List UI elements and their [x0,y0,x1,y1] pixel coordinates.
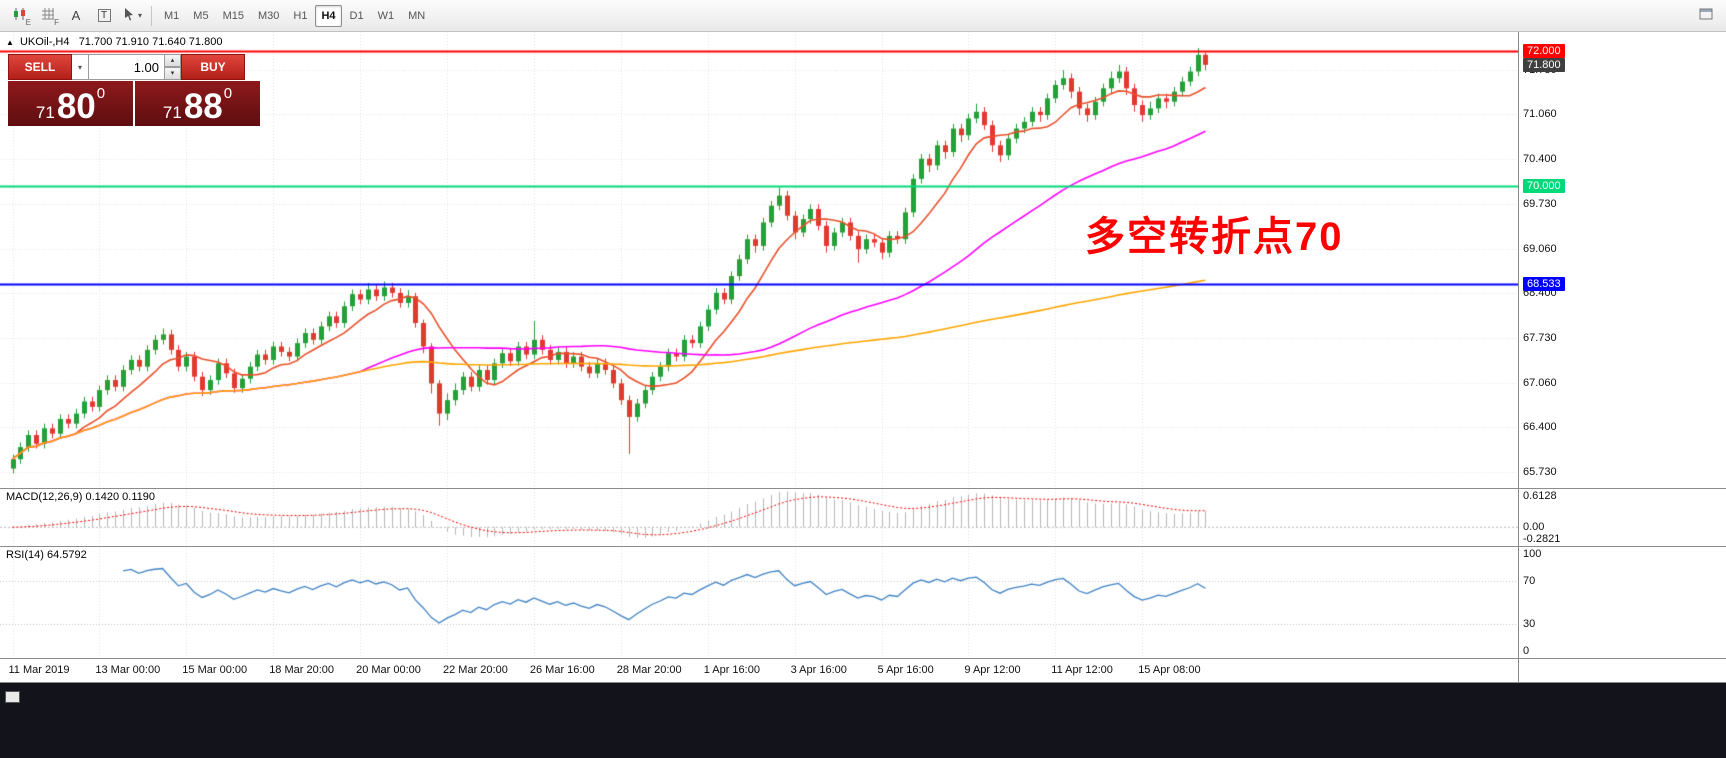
time-label: 3 Apr 16:00 [790,664,847,676]
scale-label: 30 [1523,617,1536,630]
buy-button[interactable]: BUY [181,54,245,80]
time-label: 11 Apr 12:00 [1051,664,1113,676]
grid-sub-label: F [54,17,59,27]
timeframe-w1[interactable]: W1 [377,9,395,22]
time-label: 9 Apr 12:00 [964,664,1021,676]
time-label: 5 Apr 16:00 [877,664,934,676]
timeframe-m30[interactable]: M30 [257,9,280,22]
scale-label: 0.00 [1523,521,1545,534]
volume-stepper: ▴ ▾ [165,54,181,80]
scale-label: -0.2821 [1523,533,1561,545]
timeframe-h4[interactable]: H4 [315,4,342,27]
scale-label: 69.730 [1523,197,1557,210]
cursor-tool-button[interactable]: ▾ [119,4,145,28]
time-label: 11 Mar 2019 [8,664,70,676]
window-layout-icon [1698,6,1714,25]
scale-label: 66.400 [1523,420,1557,433]
scale-label: 70 [1523,575,1536,588]
price-marker-72.000: 72.000 [1523,44,1565,59]
chart-annotation-text[interactable]: 多空转折点70 [1085,215,1344,259]
toolbar-right-group [1692,4,1720,28]
time-label: 22 Mar 20:00 [443,664,508,676]
toolbar-separator [151,5,152,26]
timeframe-m5[interactable]: M5 [193,9,209,22]
text-a-icon: A [71,8,81,23]
scale-label: 69.060 [1523,242,1557,255]
ohlc-values-label: 71.700 71.910 71.640 71.800 [78,36,223,48]
trade-prices-row: 71 80 0 71 88 0 [8,81,260,126]
time-label: 15 Mar 00:00 [182,664,248,676]
rsi-indicator-canvas[interactable] [0,547,1518,658]
timeframe-h1[interactable]: H1 [293,9,308,22]
collapse-icon[interactable]: ▲ [6,38,14,47]
insert-text-button[interactable]: A [63,4,89,28]
chart-title: ▲ UKOil-,H4 71.700 71.910 71.640 71.800 [6,36,222,48]
price-marker-71.800: 71.800 [1523,57,1565,72]
window-layout-button[interactable] [1693,4,1719,28]
pane-separator[interactable] [0,546,1726,547]
toolbar: E F A T ▾ M1 M5 M15 M30 H1 H4 D1 W1 MN [0,0,1726,32]
time-label: 26 Mar 16:00 [529,664,595,676]
scale-label: 67.060 [1523,376,1557,389]
chevron-down-icon: ▾ [137,11,142,20]
scale-label: 65.730 [1523,465,1557,478]
chart-style-button[interactable]: E [7,4,33,28]
price-marker-68.533: 68.533 [1523,276,1565,291]
pane-separator [0,682,1726,683]
candlestick-chart-icon [12,6,28,25]
macd-indicator-canvas[interactable] [0,489,1518,546]
pane-separator[interactable] [0,488,1726,489]
text-t-icon: T [97,9,111,22]
trade-controls-row: SELL ▾ ▴ ▾ BUY [8,54,260,80]
volume-decrease-button[interactable]: ▾ [165,67,181,80]
cursor-icon [122,7,136,24]
timeframe-group: M1 M5 M15 M30 H1 H4 D1 W1 MN [157,4,432,27]
sell-price-display[interactable]: 71 80 0 [8,81,133,126]
chevron-down-icon: ▾ [77,62,82,72]
timeframe-m15[interactable]: M15 [222,9,244,22]
sell-button[interactable]: SELL [8,54,72,80]
time-label: 18 Mar 20:00 [269,664,335,676]
scale-label: 70.400 [1523,152,1557,165]
time-label: 13 Mar 00:00 [95,664,161,676]
chart-style-sub-label: E [25,17,31,27]
time-label: 1 Apr 16:00 [703,664,760,676]
scale-label: 67.730 [1523,331,1557,344]
price-scale[interactable]: 71.73071.06070.40069.73069.06068.40067.7… [1518,32,1726,682]
bottom-bar-icon[interactable] [5,691,20,703]
scale-label: 0 [1523,645,1530,657]
timeframe-mn[interactable]: MN [408,9,426,22]
grid-button[interactable]: F [35,4,61,28]
price-marker-70.000: 70.000 [1523,178,1565,193]
timeframe-m1[interactable]: M1 [164,9,180,22]
time-label: 20 Mar 00:00 [356,664,421,676]
grid-icon [40,6,56,25]
time-label: 28 Mar 20:00 [616,664,682,676]
symbol-period-label: UKOil-,H4 [19,36,70,48]
volume-input[interactable] [89,54,165,80]
rsi-label: RSI(14) 64.5792 [6,549,87,561]
time-axis[interactable]: 11 Mar 2019 13 Mar 00:00 15 Mar 00:00 18 Ma… [0,659,1726,682]
insert-label-button[interactable]: T [91,4,117,28]
scale-label: 71.060 [1523,108,1557,121]
timeframe-d1[interactable]: D1 [349,9,364,22]
macd-label: MACD(12,26,9) 0.1420 0.1190 [6,491,156,503]
time-label: 15 Apr 08:00 [1138,664,1201,676]
bottom-dark-bar [0,682,1726,758]
scale-label: 100 [1523,548,1542,560]
volume-dropdown-button[interactable]: ▾ [72,54,89,80]
buy-price-display[interactable]: 71 88 0 [135,81,260,126]
volume-increase-button[interactable]: ▴ [165,54,181,67]
pane-separator[interactable] [0,658,1726,659]
scale-label: 0.6128 [1523,490,1557,502]
chart-area: ▲ UKOil-,H4 71.700 71.910 71.640 71.800 … [0,32,1726,683]
